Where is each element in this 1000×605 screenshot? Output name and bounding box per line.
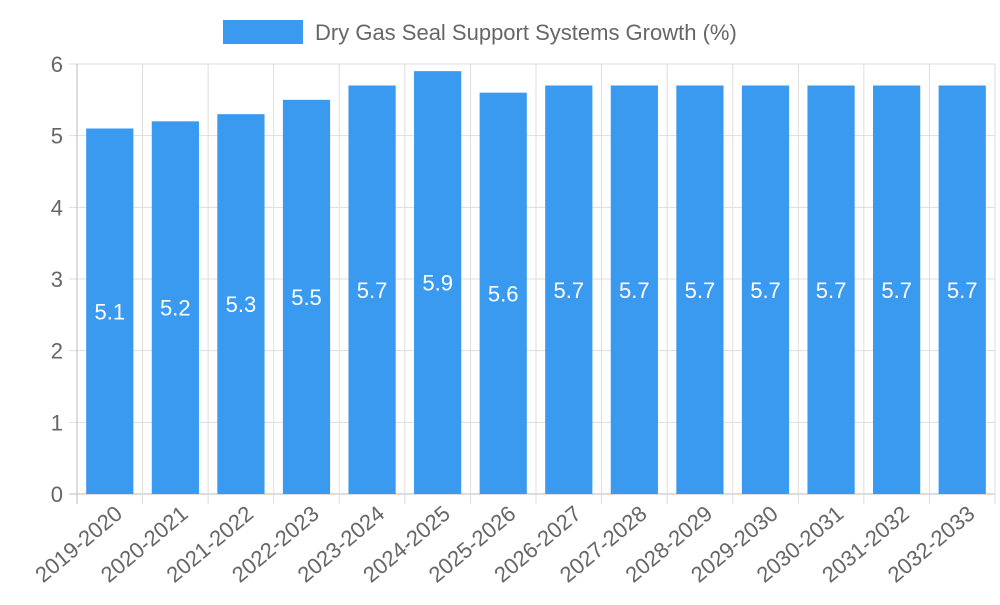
y-axis-ticks: 0 1 2 3 4 5 6 <box>51 52 63 507</box>
bar-value-label: 5.7 <box>619 278 650 303</box>
bar-value-label: 5.7 <box>357 278 388 303</box>
bar[interactable] <box>86 128 134 495</box>
y-tick-label: 3 <box>51 267 63 292</box>
y-tick-label: 4 <box>51 195 63 220</box>
bar[interactable] <box>807 85 855 495</box>
x-axis-ticks: 2019-20202020-20212021-20222022-20232023… <box>30 501 979 588</box>
bar-value-label: 5.7 <box>553 278 584 303</box>
bar-value-label: 5.7 <box>881 278 912 303</box>
bar-value-label: 5.5 <box>291 285 322 310</box>
bar-value-label: 5.3 <box>226 292 257 317</box>
y-tick-label: 0 <box>51 482 63 507</box>
bar-value-label: 5.7 <box>947 278 978 303</box>
bar-value-label: 5.7 <box>685 278 716 303</box>
y-tick-label: 1 <box>51 410 63 435</box>
bar-value-label: 5.7 <box>816 278 847 303</box>
bar-series[interactable] <box>86 71 986 495</box>
legend[interactable]: Dry Gas Seal Support Systems Growth (%) <box>223 20 737 45</box>
bar-value-label: 5.2 <box>160 296 191 321</box>
bar[interactable] <box>414 71 462 495</box>
bar[interactable] <box>873 85 921 495</box>
bar[interactable] <box>217 114 265 495</box>
bar[interactable] <box>282 99 331 494</box>
bar[interactable] <box>348 85 396 495</box>
bar-value-label: 5.1 <box>94 299 125 324</box>
grid <box>69 63 996 504</box>
data-labels: 5.1 5.2 5.3 5.5 5.7 5.9 5.6 5.7 5.7 5.7 5.7 5.7 5.7 5… <box>94 271 977 325</box>
bar-value-label: 5.7 <box>750 278 781 303</box>
bar[interactable] <box>676 85 724 495</box>
bar[interactable] <box>610 85 658 495</box>
legend-label[interactable]: Dry Gas Seal Support Systems Growth (%) <box>315 20 737 45</box>
bar[interactable] <box>545 85 593 495</box>
bar[interactable] <box>479 92 527 495</box>
bar-value-label: 5.6 <box>488 281 519 306</box>
bar[interactable] <box>151 121 199 494</box>
bar-value-label: 5.9 <box>422 271 453 296</box>
y-tick-label: 2 <box>51 339 63 364</box>
y-tick-label: 5 <box>51 124 63 149</box>
bar[interactable] <box>938 85 986 495</box>
bar[interactable] <box>741 85 790 495</box>
legend-swatch[interactable] <box>223 20 303 44</box>
y-tick-label: 6 <box>51 52 63 77</box>
